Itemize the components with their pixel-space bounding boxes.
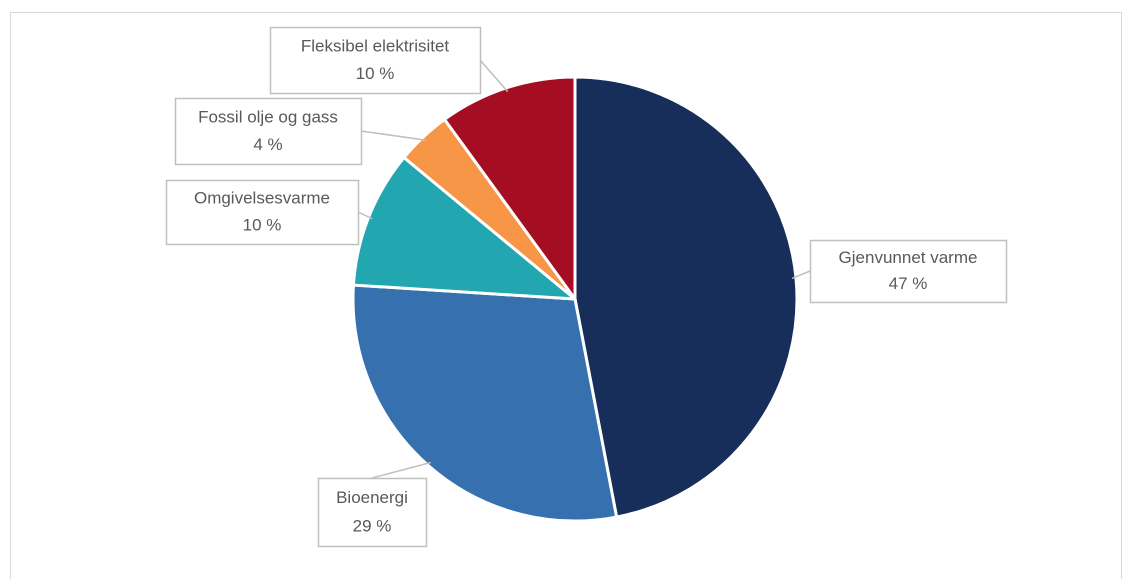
slice-label: Fossil olje og gass — [198, 107, 338, 126]
slice-value-label: 47 % — [889, 274, 928, 293]
pie-slice — [573, 75, 799, 519]
label-box — [269, 26, 482, 95]
pie-slice — [443, 75, 577, 301]
leader-line — [791, 270, 811, 280]
slice-value-label: 10 % — [356, 64, 395, 83]
label-box — [165, 179, 360, 246]
label-box — [809, 239, 1008, 304]
label-box — [174, 97, 363, 166]
slice-value-label: 10 % — [243, 216, 282, 235]
leader-line — [360, 130, 426, 141]
slice-label: Bioenergi — [336, 488, 408, 507]
slice-label: Omgivelsesvarme — [194, 189, 330, 208]
slice-label: Fleksibel elektrisitet — [301, 36, 450, 55]
chart-frame — [10, 12, 1122, 579]
slice-value-label: 4 % — [253, 135, 282, 154]
slice-label: Gjenvunnet varme — [839, 248, 978, 267]
leader-line — [357, 211, 373, 220]
slice-value-label: 29 % — [353, 516, 392, 535]
leader-line — [371, 461, 432, 479]
pie-slice — [351, 283, 619, 523]
label-box — [317, 477, 428, 548]
leader-line — [479, 59, 509, 93]
